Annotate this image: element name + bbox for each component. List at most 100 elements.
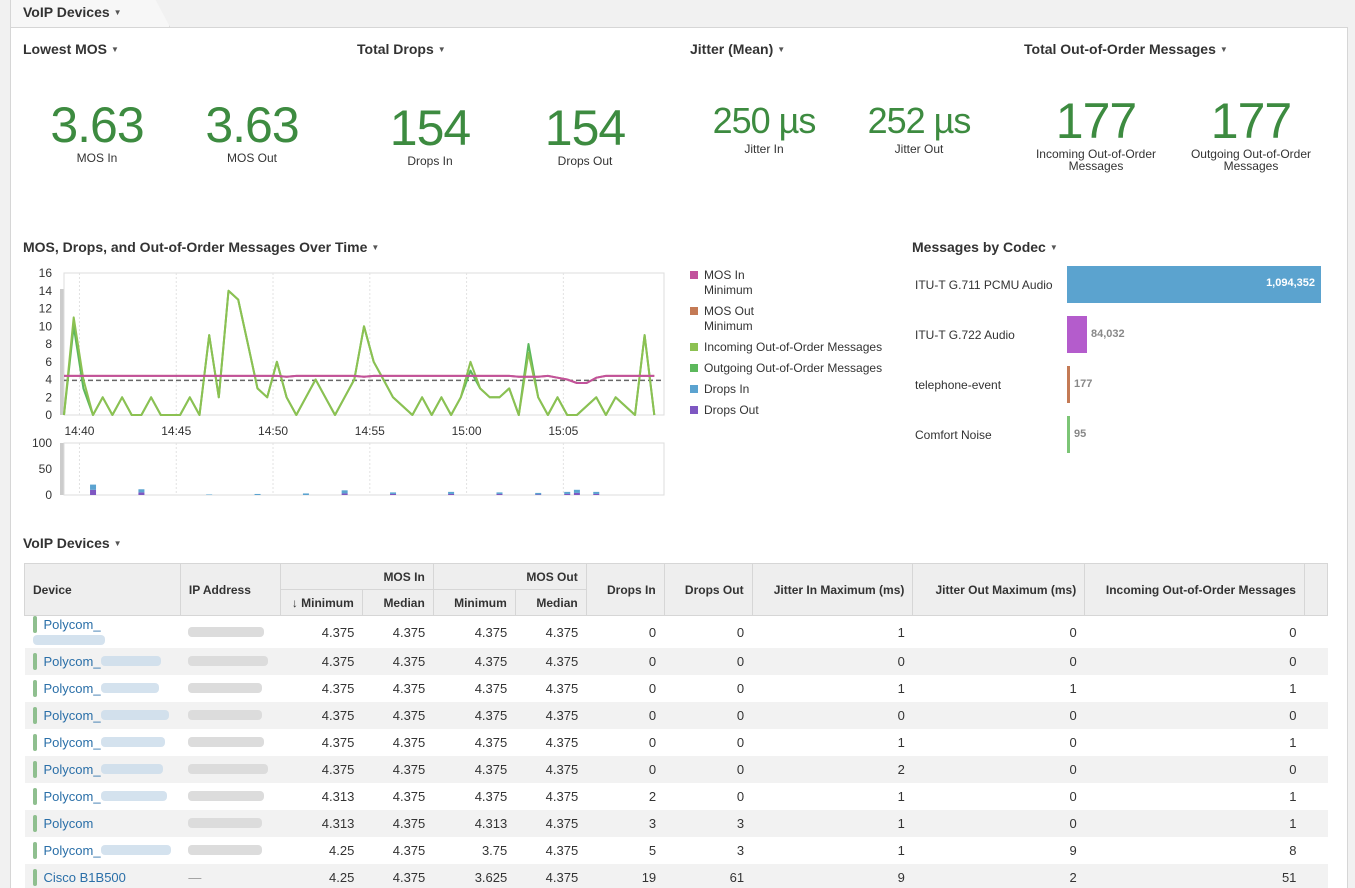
chevron-down-icon[interactable]: ▼ (1049, 243, 1058, 252)
bar-drops-out (593, 493, 600, 495)
chevron-down-icon[interactable]: ▼ (113, 539, 122, 548)
chevron-down-icon[interactable]: ▼ (371, 243, 380, 252)
kpi-title-total-drops[interactable]: Total Drops ▼ (357, 41, 446, 57)
mos-in-min-cell: 4.375 (280, 756, 363, 783)
tab-voip-devices[interactable]: VoIP Devices ▼ (10, 0, 170, 27)
codec-bar[interactable] (1067, 416, 1070, 453)
col-scroll-spacer (1303, 563, 1329, 616)
kpi-label: Drops In (407, 154, 453, 168)
col-drops-in[interactable]: Drops In (585, 563, 665, 616)
redacted-ip (188, 710, 263, 720)
chevron-down-icon[interactable]: ▼ (437, 45, 446, 54)
col-ip[interactable]: IP Address (179, 563, 281, 616)
y-tick-label: 0 (45, 408, 52, 422)
col-drops-out[interactable]: Drops Out (663, 563, 753, 616)
table-row[interactable]: Polycom_ 4.375 4.375 4.375 4.375 0 0 2 0 0 (24, 756, 1328, 783)
legend-item[interactable]: Outgoing Out-of-Order Messages (690, 361, 882, 376)
drops-out-cell: 0 (736, 789, 745, 804)
device-cell[interactable]: Polycom_ (24, 702, 181, 729)
col-mos-in-median[interactable]: Median (361, 589, 434, 616)
mos-in-median-cell: 4.375 (392, 843, 426, 858)
table-row[interactable]: Polycom_ 4.375 4.375 4.375 4.375 0 0 1 1 1 (25, 675, 1328, 702)
bar-drops-in (206, 494, 213, 495)
legend-item[interactable]: MOS In Minimum (690, 268, 882, 298)
codec-bar[interactable] (1067, 266, 1321, 303)
ip-cell (180, 810, 281, 837)
table-row[interactable]: Polycom_ 4.375 4.375 4.375 4.375 0 0 1 0 1 (25, 729, 1328, 756)
col-ooo-in[interactable]: Incoming Out-of-Order Messages (1084, 563, 1305, 616)
y-tick-label: 8 (45, 337, 52, 351)
bar-drops-in (593, 491, 600, 494)
spacer-cell (1304, 756, 1328, 783)
col-mos-out-median[interactable]: Median (514, 589, 587, 616)
chevron-down-icon[interactable]: ▼ (777, 45, 786, 54)
col-group-mos-in: MOS In (279, 563, 434, 590)
device-link[interactable]: Polycom_ (43, 708, 101, 723)
chart-title-timeseries[interactable]: MOS, Drops, and Out-of-Order Messages Ov… (23, 239, 380, 255)
y-tick-label: 0 (45, 488, 52, 502)
device-link[interactable]: Cisco B1B500 (43, 870, 126, 885)
table-row[interactable]: Polycom_ 4.375 4.375 4.375 4.375 0 0 1 0 0 (25, 616, 1328, 649)
bar-drops-in (90, 484, 97, 490)
drops-in-cell: 19 (586, 864, 665, 888)
ooo-in-cell: 0 (1084, 702, 1305, 729)
kpi-value: 250 µs (712, 100, 817, 141)
table-row[interactable]: Cisco B1B500—4.25 4.375 3.625 4.375 19 61 9 2 51 (24, 864, 1328, 888)
col-jitter-in[interactable]: Jitter In Maximum (ms) (751, 563, 914, 616)
legend-label: Outgoing Out-of-Order Messages (704, 361, 883, 375)
device-link[interactable]: Polycom_ (43, 789, 101, 804)
bar-drops-in (564, 491, 571, 494)
device-cell[interactable]: Polycom_ (24, 756, 181, 783)
chevron-down-icon[interactable]: ▼ (113, 8, 122, 17)
legend-item[interactable]: Incoming Out-of-Order Messages (690, 340, 882, 355)
kpi-title-out-of-order[interactable]: Total Out-of-Order Messages ▼ (1024, 41, 1228, 57)
device-link[interactable]: Polycom_ (43, 681, 101, 696)
device-cell[interactable]: Polycom (24, 810, 181, 837)
kpi-title-jitter[interactable]: Jitter (Mean) ▼ (690, 41, 786, 57)
kpi-title-lowest-mos[interactable]: Lowest MOS ▼ (23, 41, 119, 57)
mos-in-median-cell: 4.375 (392, 789, 426, 804)
codec-bar[interactable] (1067, 316, 1087, 353)
device-cell[interactable]: Polycom_ (25, 783, 181, 810)
device-link[interactable]: Polycom_ (43, 762, 101, 777)
legend-item[interactable]: Drops Out (690, 403, 882, 418)
col-jitter-out[interactable]: Jitter Out Maximum (ms) (912, 563, 1086, 616)
device-link[interactable]: Polycom (43, 816, 94, 831)
codec-bar[interactable] (1067, 366, 1070, 403)
chevron-down-icon[interactable]: ▼ (1219, 45, 1228, 54)
device-link[interactable]: Polycom_ (43, 617, 101, 632)
mos-out-median-cell: 4.375 (545, 624, 579, 640)
device-cell[interactable]: Polycom_ (24, 648, 181, 675)
device-cell[interactable]: Polycom_ (25, 675, 181, 702)
table-title[interactable]: VoIP Devices ▼ (23, 535, 122, 551)
device-link[interactable]: Polycom_ (43, 654, 101, 669)
chevron-down-icon[interactable]: ▼ (111, 45, 119, 54)
mos-in-median-cell: 4.375 (362, 702, 434, 729)
table-row[interactable]: Polycom_ 4.25 4.375 3.75 4.375 5 3 1 9 8 (25, 837, 1328, 864)
device-cell[interactable]: Polycom_ (25, 729, 181, 756)
status-indicator (32, 842, 37, 859)
device-cell[interactable]: Polycom_ (25, 837, 181, 864)
device-cell[interactable]: Cisco B1B500 (24, 864, 181, 888)
table-row[interactable]: Polycom 4.313 4.375 4.313 4.375 3 3 1 0 1 (24, 810, 1328, 837)
col-mos-out-min[interactable]: Minimum (432, 589, 516, 616)
table-row[interactable]: Polycom_ 4.313 4.375 4.375 4.375 2 0 1 0 1 (25, 783, 1328, 810)
drops-out-cell: 0 (736, 735, 745, 750)
chart-title-codec[interactable]: Messages by Codec ▼ (912, 239, 1058, 255)
mos-in-min-cell: 4.313 (280, 810, 363, 837)
jitter-out-cell: 0 (1069, 735, 1077, 750)
device-link[interactable]: Polycom_ (43, 843, 101, 858)
col-device[interactable]: Device (24, 563, 181, 616)
table-row[interactable]: Polycom_ 4.375 4.375 4.375 4.375 0 0 0 0 0 (24, 702, 1328, 729)
legend-item[interactable]: Drops In (690, 382, 882, 397)
device-cell[interactable]: Polycom_ (25, 616, 181, 649)
kpi-incoming-ooo: 177 Incoming Out-of-Order Messages (1031, 96, 1161, 172)
spacer-cell (1304, 837, 1327, 864)
table-row[interactable]: Polycom_ 4.375 4.375 4.375 4.375 0 0 0 0 0 (24, 648, 1328, 675)
jitter-out-cell: 0 (912, 702, 1085, 729)
legend-item[interactable]: MOS Out Minimum (690, 304, 882, 334)
device-link[interactable]: Polycom_ (43, 735, 101, 750)
ooo-in-cell: 1 (1289, 681, 1297, 696)
jitter-out-cell: 0 (912, 648, 1085, 675)
col-mos-in-min[interactable]: ↓ Minimum (279, 589, 363, 616)
